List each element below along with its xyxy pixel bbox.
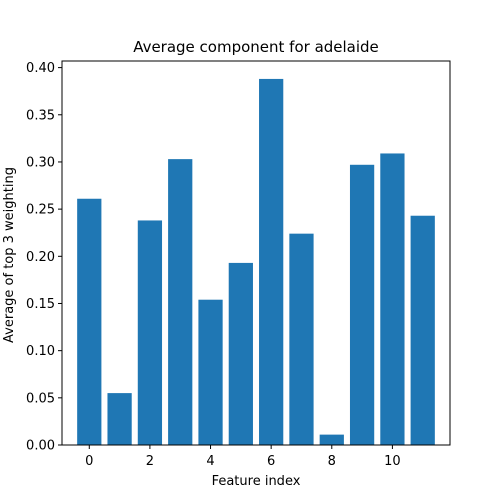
- bar-5: [229, 263, 253, 445]
- x-axis-label: Feature index: [212, 474, 301, 489]
- y-tick-label: 0.25: [26, 203, 55, 218]
- y-tick-label: 0.00: [26, 439, 55, 454]
- x-tick-label: 8: [328, 454, 336, 469]
- x-tick-label: 0: [85, 454, 93, 469]
- y-tick-label: 0.30: [26, 155, 55, 170]
- bar-10: [380, 153, 404, 445]
- y-axis-label: Average of top 3 weighting: [2, 167, 17, 343]
- y-tick-label: 0.20: [26, 250, 55, 265]
- bar-6: [259, 79, 283, 445]
- y-tick-label: 0.40: [26, 61, 55, 76]
- x-tick-label: 4: [206, 454, 214, 469]
- bar-2: [138, 220, 162, 445]
- bar-3: [168, 159, 192, 445]
- bar-4: [198, 300, 222, 445]
- y-tick-label: 0.10: [26, 344, 55, 359]
- y-tick-label: 0.05: [26, 391, 55, 406]
- bar-9: [350, 165, 374, 445]
- x-tick-label: 2: [146, 454, 154, 469]
- x-tick-label: 10: [384, 454, 401, 469]
- y-tick-label: 0.15: [26, 297, 55, 312]
- y-tick-label: 0.35: [26, 108, 55, 123]
- y-axis: 0.00 0.05 0.10 0.15 0.20 0.25 0.30 0.35 0.40: [26, 61, 62, 453]
- bar-0: [77, 199, 101, 445]
- bars-group: [77, 79, 435, 445]
- x-tick-label: 6: [267, 454, 275, 469]
- bar-11: [411, 216, 435, 445]
- bar-8: [320, 435, 344, 445]
- bar-7: [289, 234, 313, 445]
- chart-title: Average component for adelaide: [133, 38, 379, 56]
- bar-1: [107, 393, 131, 445]
- x-axis: 0 2 4 6 8 10: [85, 445, 401, 469]
